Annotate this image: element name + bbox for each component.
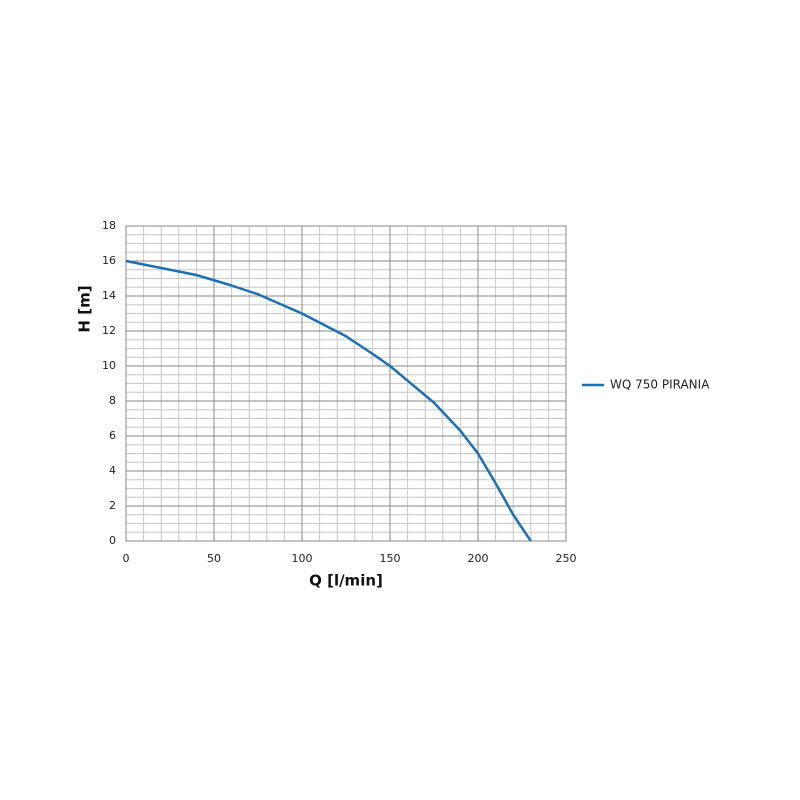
y-tick-label: 8 xyxy=(109,394,116,407)
y-tick-label: 18 xyxy=(102,219,116,232)
y-tick-label: 4 xyxy=(109,464,116,477)
y-tick-label: 12 xyxy=(102,324,116,337)
data-line xyxy=(125,259,532,542)
x-tick-label: 0 xyxy=(123,552,130,565)
y-tick-label: 10 xyxy=(102,359,116,372)
x-axis-title: Q [l/min] xyxy=(309,572,383,590)
y-tick-label: 16 xyxy=(102,254,116,267)
y-tick-label: 14 xyxy=(102,289,116,302)
x-tick-label: 250 xyxy=(556,552,577,565)
legend-label: WQ 750 PIRANIA xyxy=(610,378,710,392)
x-tick-label: 150 xyxy=(380,552,401,565)
grid xyxy=(125,225,567,542)
plot-frame xyxy=(125,225,567,542)
x-tick-label: 100 xyxy=(292,552,313,565)
y-axis-title: H [m] xyxy=(76,285,94,332)
y-tick-label: 0 xyxy=(109,534,116,547)
x-tick-label: 200 xyxy=(468,552,489,565)
y-tick-label: 6 xyxy=(109,429,116,442)
x-tick-label: 50 xyxy=(207,552,221,565)
y-tick-label: 2 xyxy=(109,499,116,512)
